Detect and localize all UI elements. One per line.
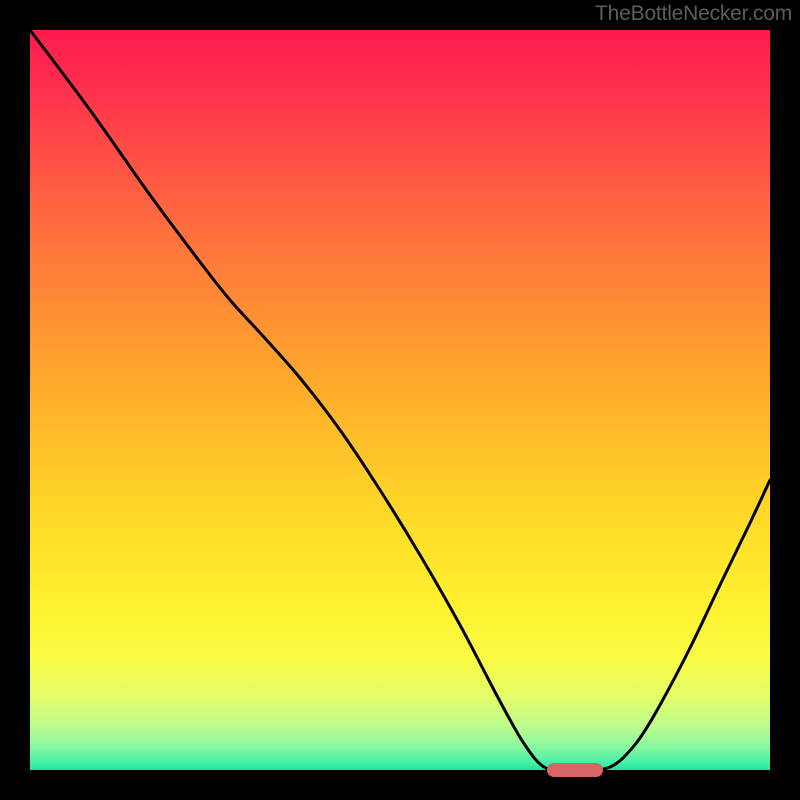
optimal-marker: [547, 763, 603, 777]
bottleneck-chart: TheBottleNecker.com: [0, 0, 800, 800]
bottleneck-curve: [30, 30, 770, 770]
plot-area: [30, 30, 770, 770]
watermark-text: TheBottleNecker.com: [595, 2, 792, 26]
